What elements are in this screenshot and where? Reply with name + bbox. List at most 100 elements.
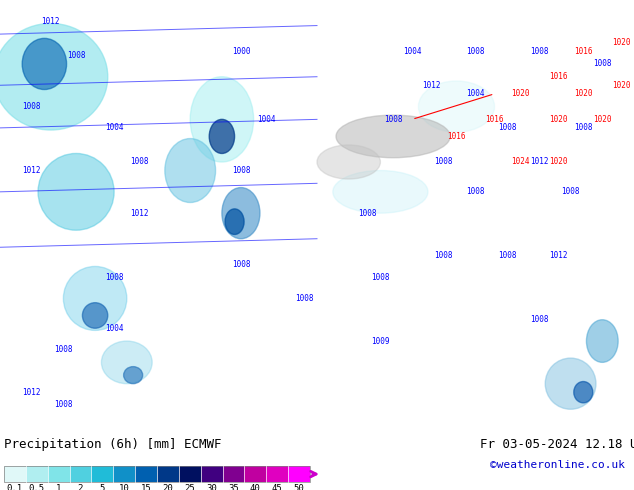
Text: 1008: 1008 [358,209,377,218]
Text: 1004: 1004 [403,47,422,56]
Text: 15: 15 [141,484,152,490]
Text: 0.1: 0.1 [7,484,23,490]
Text: 1008: 1008 [498,251,517,260]
Ellipse shape [586,319,618,362]
Text: 1012: 1012 [548,251,567,260]
Ellipse shape [209,120,235,153]
Bar [179,466,201,482]
Text: Fr 03-05-2024 12.18 UTC (12+06): Fr 03-05-2024 12.18 UTC (12+06) [480,438,634,451]
Bar [245,466,266,482]
Text: 35: 35 [228,484,239,490]
Ellipse shape [336,115,450,158]
Text: 1008: 1008 [466,187,485,196]
Text: 1008: 1008 [67,51,86,60]
Text: 1008: 1008 [130,157,149,167]
Ellipse shape [101,341,152,384]
Ellipse shape [22,38,67,90]
Text: 1020: 1020 [548,115,567,124]
Text: 1008: 1008 [54,400,73,410]
Ellipse shape [317,145,380,179]
Bar [288,466,310,482]
Text: 1004: 1004 [466,89,485,98]
Ellipse shape [165,139,216,202]
Text: 1020: 1020 [510,89,529,98]
Bar [223,466,245,482]
Text: 1012: 1012 [130,209,149,218]
Text: 1012: 1012 [22,166,41,175]
Ellipse shape [545,358,596,409]
Text: 1004: 1004 [105,123,124,132]
Ellipse shape [82,303,108,328]
Text: 1020: 1020 [593,115,612,124]
Ellipse shape [0,24,108,130]
Text: 1008: 1008 [498,123,517,132]
Text: Precipitation (6h) [mm] ECMWF: Precipitation (6h) [mm] ECMWF [4,438,221,451]
Bar [91,466,113,482]
Text: 1020: 1020 [574,89,593,98]
Text: 1016: 1016 [447,132,466,141]
Text: 1008: 1008 [593,59,612,69]
Text: 1004: 1004 [257,115,276,124]
Text: 40: 40 [250,484,261,490]
Text: 1020: 1020 [548,157,567,167]
Text: 1008: 1008 [574,123,593,132]
Text: 1008: 1008 [295,294,314,303]
Text: 1000: 1000 [231,47,250,56]
Text: 1008: 1008 [371,272,390,282]
Text: ©weatheronline.co.uk: ©weatheronline.co.uk [490,460,625,470]
Text: 1009: 1009 [371,337,390,345]
Ellipse shape [63,267,127,330]
Text: 45: 45 [272,484,283,490]
Bar [26,466,48,482]
Text: 20: 20 [162,484,173,490]
Ellipse shape [333,171,428,213]
Text: 1008: 1008 [434,157,453,167]
Text: 1024: 1024 [510,157,529,167]
Text: 1016: 1016 [485,115,504,124]
Text: 1008: 1008 [466,47,485,56]
Text: 1012: 1012 [22,388,41,397]
Ellipse shape [38,153,114,230]
Text: 50: 50 [294,484,304,490]
Bar [70,466,91,482]
Bar [201,466,223,482]
Ellipse shape [225,209,244,235]
Text: 1008: 1008 [384,115,403,124]
Bar [4,466,26,482]
Text: 1012: 1012 [529,157,548,167]
Bar [48,466,70,482]
Ellipse shape [190,77,254,162]
Text: 5: 5 [100,484,105,490]
Text: 1: 1 [56,484,61,490]
Text: 1008: 1008 [22,102,41,111]
Text: 1012: 1012 [422,81,441,90]
Text: 25: 25 [184,484,195,490]
Text: 1004: 1004 [105,324,124,333]
Text: 1008: 1008 [231,260,250,269]
Text: 1016: 1016 [548,72,567,81]
Bar [135,466,157,482]
Ellipse shape [418,81,495,132]
Text: 1008: 1008 [231,166,250,175]
Text: 1008: 1008 [529,47,548,56]
Text: 10: 10 [119,484,129,490]
Bar [266,466,288,482]
Text: 1008: 1008 [529,315,548,324]
Text: 0.5: 0.5 [29,484,45,490]
Bar [4,466,310,482]
Text: 1020: 1020 [612,81,631,90]
Text: 1008: 1008 [54,345,73,354]
Text: 1020: 1020 [612,38,631,47]
Ellipse shape [124,367,143,384]
Text: 2: 2 [78,484,83,490]
Text: 1008: 1008 [434,251,453,260]
Text: 30: 30 [206,484,217,490]
Text: 1016: 1016 [574,47,593,56]
Bar [113,466,135,482]
Text: 1008: 1008 [105,272,124,282]
Text: 1008: 1008 [561,187,580,196]
Bar [157,466,179,482]
Ellipse shape [574,382,593,403]
Text: 1012: 1012 [41,17,60,26]
Ellipse shape [222,188,260,239]
